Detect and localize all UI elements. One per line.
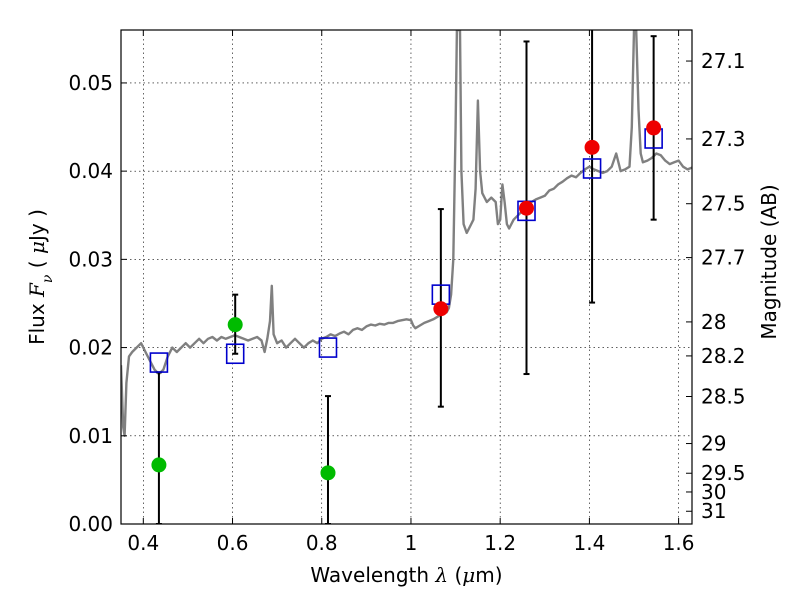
model-square xyxy=(582,158,602,179)
right-tick-label: 27.7 xyxy=(701,246,746,270)
y-tick-label: 0.00 xyxy=(68,512,113,536)
right-tick-label: 27.3 xyxy=(701,127,746,151)
green-point xyxy=(320,465,336,481)
model-square xyxy=(318,337,338,358)
right-tick-label: 28.5 xyxy=(701,384,746,408)
right-tick-label: 30 xyxy=(701,480,726,504)
red-point xyxy=(518,200,534,216)
y-tick-label: 0.04 xyxy=(68,159,113,183)
red-point xyxy=(646,120,662,136)
x-tick-label: 0.6 xyxy=(217,531,249,555)
model-spectrum xyxy=(121,30,692,437)
green-point xyxy=(227,317,243,333)
spectrum-line xyxy=(121,30,692,437)
y-tick-label: 0.02 xyxy=(68,336,113,360)
grid xyxy=(121,30,692,525)
green-point xyxy=(151,457,167,473)
model-square xyxy=(149,352,169,373)
plot-frame xyxy=(120,29,693,525)
right-tick-label: 28 xyxy=(701,310,726,334)
right-tick-label: 31 xyxy=(701,499,726,523)
x-tick-label: 1.4 xyxy=(573,531,605,555)
y-tick-label: 0.05 xyxy=(68,71,113,95)
y-tick-label: 0.03 xyxy=(68,247,113,271)
x-tick-label: 1.6 xyxy=(663,531,695,555)
right-tick-label: 29.5 xyxy=(701,461,746,485)
right-tick-label: 28.2 xyxy=(701,344,746,368)
photometry-points xyxy=(151,120,662,481)
red-point xyxy=(584,139,600,155)
x-tick-label: 1.2 xyxy=(484,531,516,555)
axis-ticks: 0.4 0.6 0.8 1 1.2 1.4 1.6 0.00 0.01 0.02 0.03 0.04 0… xyxy=(68,30,746,555)
right-axis-label: Magnitude (AB) xyxy=(757,184,781,339)
x-tick-label: 0.8 xyxy=(306,531,338,555)
right-tick-label: 27.5 xyxy=(701,192,746,216)
right-tick-label: 27.1 xyxy=(701,49,746,73)
x-tick-label: 1 xyxy=(405,531,418,555)
y-tick-label: 0.01 xyxy=(68,424,113,448)
red-point xyxy=(433,301,449,317)
model-photometry-squares xyxy=(149,128,663,373)
model-square xyxy=(225,343,245,365)
x-axis-label: Wavelength λ (μm) xyxy=(310,563,502,587)
error-bars xyxy=(155,30,657,524)
y-axis-label: Flux Fν ( μJy ) xyxy=(25,209,56,345)
x-tick-label: 0.4 xyxy=(127,531,159,555)
right-tick-label: 29 xyxy=(701,432,726,456)
